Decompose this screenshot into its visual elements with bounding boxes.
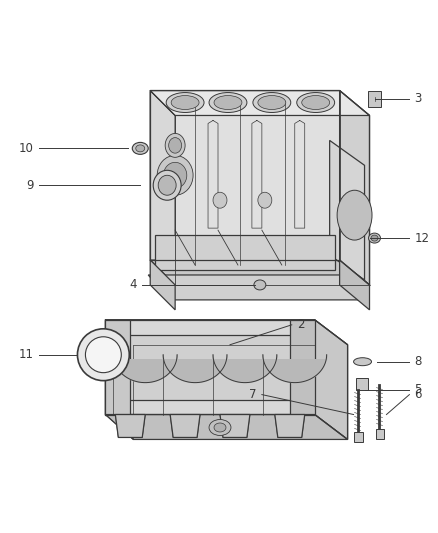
Text: 10: 10 <box>19 142 34 155</box>
Ellipse shape <box>85 337 121 373</box>
Ellipse shape <box>169 138 182 153</box>
Ellipse shape <box>302 95 330 109</box>
Polygon shape <box>150 260 175 310</box>
FancyBboxPatch shape <box>353 432 363 442</box>
Polygon shape <box>330 140 364 280</box>
Text: 8: 8 <box>414 355 422 368</box>
Text: 4: 4 <box>130 278 137 292</box>
Ellipse shape <box>209 419 231 435</box>
Polygon shape <box>150 91 175 285</box>
Ellipse shape <box>371 235 378 241</box>
FancyBboxPatch shape <box>367 91 381 107</box>
Ellipse shape <box>254 280 266 290</box>
Ellipse shape <box>153 171 181 200</box>
Ellipse shape <box>258 192 272 208</box>
Ellipse shape <box>337 190 372 240</box>
Ellipse shape <box>166 93 204 112</box>
Ellipse shape <box>353 358 371 366</box>
Polygon shape <box>263 355 327 383</box>
Text: 6: 6 <box>414 388 422 401</box>
Ellipse shape <box>158 175 176 195</box>
Polygon shape <box>339 260 370 310</box>
Polygon shape <box>150 91 339 260</box>
Text: 9: 9 <box>26 179 34 192</box>
Polygon shape <box>155 235 335 270</box>
Ellipse shape <box>157 155 193 195</box>
Ellipse shape <box>163 163 187 188</box>
Polygon shape <box>148 275 370 300</box>
Ellipse shape <box>165 133 185 157</box>
Polygon shape <box>113 355 177 383</box>
Polygon shape <box>150 91 370 116</box>
Polygon shape <box>106 415 348 439</box>
Text: 7: 7 <box>249 388 257 401</box>
Ellipse shape <box>214 95 242 109</box>
FancyBboxPatch shape <box>356 378 367 390</box>
Ellipse shape <box>136 145 145 152</box>
Ellipse shape <box>258 95 286 109</box>
Ellipse shape <box>132 142 148 155</box>
Ellipse shape <box>209 93 247 112</box>
Polygon shape <box>275 415 305 438</box>
Ellipse shape <box>253 93 291 112</box>
Polygon shape <box>220 415 250 438</box>
Polygon shape <box>106 320 348 345</box>
Text: 5: 5 <box>414 383 422 396</box>
Text: 3: 3 <box>414 92 422 105</box>
Polygon shape <box>314 320 348 439</box>
Polygon shape <box>213 355 277 383</box>
Text: 2: 2 <box>297 318 304 332</box>
Ellipse shape <box>368 233 381 243</box>
Polygon shape <box>170 415 200 438</box>
Ellipse shape <box>213 192 227 208</box>
Text: 11: 11 <box>18 348 34 361</box>
Polygon shape <box>150 260 370 285</box>
Polygon shape <box>163 355 227 383</box>
Ellipse shape <box>214 423 226 432</box>
Polygon shape <box>115 415 145 438</box>
FancyBboxPatch shape <box>375 430 385 439</box>
Polygon shape <box>106 320 314 415</box>
Polygon shape <box>120 335 300 400</box>
Text: 12: 12 <box>414 232 429 245</box>
Polygon shape <box>290 320 314 415</box>
Ellipse shape <box>171 95 199 109</box>
Ellipse shape <box>297 93 335 112</box>
Polygon shape <box>106 320 130 415</box>
Polygon shape <box>339 91 370 285</box>
Ellipse shape <box>78 329 129 381</box>
